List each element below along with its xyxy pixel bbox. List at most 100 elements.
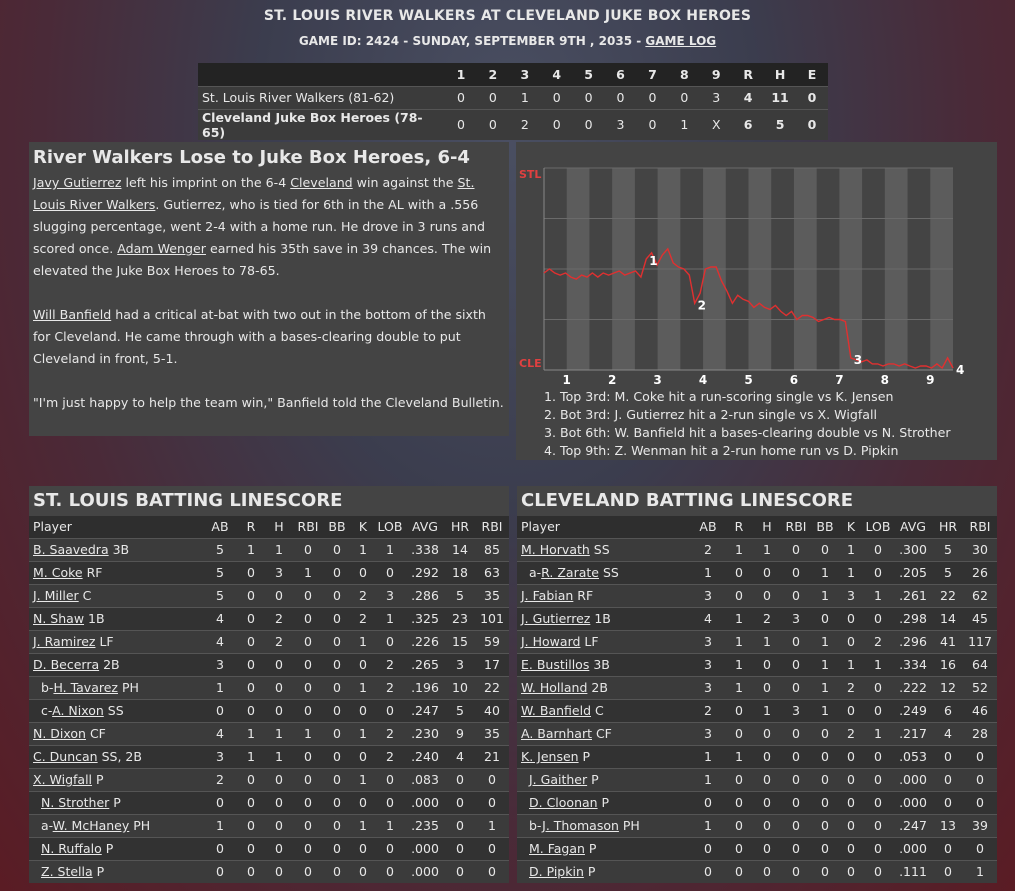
stat-cell: 0 (351, 790, 375, 814)
stat-cell: 3 (445, 652, 475, 676)
stat-cell: 0 (293, 859, 323, 883)
game-log-link[interactable]: GAME LOG (645, 34, 717, 48)
recap-link[interactable]: Adam Wenger (117, 241, 206, 256)
stat-cell: .205 (893, 560, 933, 584)
column-header: HR (445, 516, 475, 539)
stat-cell: 3 (691, 721, 725, 745)
stat-cell: 0 (753, 813, 781, 837)
recap-link[interactable]: Javy Gutierrez (33, 175, 122, 190)
player-name-link[interactable]: X. Wigfall (33, 772, 93, 787)
player-row: c-A. Nixon SS 0 0 0 0 0 0 0.247 5 40 (29, 698, 509, 722)
recap-quote: "I'm just happy to help the team win," B… (33, 395, 504, 410)
stat-cell: 13 (933, 813, 963, 837)
inning-header: 5 (584, 66, 593, 82)
column-header: RBI (475, 516, 509, 539)
stat-cell: 2 (351, 606, 375, 630)
player-row: J. Fabian RF 3 0 0 0 1 3 1.261 22 62 (517, 583, 997, 607)
player-name-link[interactable]: A. Barnhart (521, 726, 592, 741)
player-name-link[interactable]: R. Zarate (541, 565, 599, 580)
column-header: BB (811, 516, 839, 539)
stat-cell: 0 (203, 790, 237, 814)
player-name-link[interactable]: K. Jensen (521, 749, 579, 764)
player-name-link[interactable]: B. Saavedra (33, 542, 109, 557)
stat-cell: 0 (351, 744, 375, 768)
player-name-link[interactable]: M. Horvath (521, 542, 590, 557)
stat-cell: 45 (963, 606, 997, 630)
stat-cell: 1 (375, 813, 405, 837)
player-position: PH (618, 818, 640, 833)
player-row: J. Gaither P 1 0 0 0 0 0 0.000 0 0 (517, 767, 997, 791)
stat-cell: 0 (933, 767, 963, 791)
stat-cell: .247 (405, 698, 445, 722)
player-name-link[interactable]: J. Fabian (521, 588, 574, 603)
player-name-link[interactable]: D. Becerra (33, 657, 100, 672)
player-cell: J. Miller C (29, 583, 203, 607)
player-row: E. Bustillos 3B 3 1 0 0 1 1 1.334 16 64 (517, 652, 997, 676)
stat-cell: 0 (323, 560, 351, 584)
stat-cell: 0 (323, 698, 351, 722)
stat-cell: 0 (725, 859, 753, 883)
recap-link[interactable]: Cleveland (290, 175, 353, 190)
player-name-link[interactable]: Z. Stella (41, 864, 93, 880)
play-marker: 4 (956, 363, 964, 377)
stat-cell: 0 (237, 698, 265, 722)
player-row: J. Ramirez LF 4 0 2 0 0 1 0.226 15 59 (29, 629, 509, 653)
stat-cell: 0 (237, 767, 265, 791)
player-name-link[interactable]: J. Gutierrez (521, 611, 591, 626)
player-name-link[interactable]: J. Miller (33, 588, 79, 603)
column-header: Player (517, 516, 691, 539)
player-name-link[interactable]: J. Ramirez (33, 634, 96, 649)
player-name-link[interactable]: A. Nixon (52, 703, 104, 718)
player-name-link[interactable]: C. Duncan (33, 749, 98, 764)
stat-cell: 0 (203, 859, 237, 883)
player-name-link[interactable]: W. Holland (521, 680, 588, 695)
player-name-link[interactable]: J. Gaither (529, 772, 588, 787)
stat-cell: 0 (839, 744, 863, 768)
player-position: P (101, 841, 114, 856)
player-name-link[interactable]: J. Howard (521, 634, 581, 649)
player-name-link[interactable]: W. Banfield (521, 703, 592, 718)
player-row: J. Miller C 5 0 0 0 0 2 3.286 5 35 (29, 583, 509, 607)
stat-cell: 0 (375, 836, 405, 860)
stat-cell: 1 (265, 744, 293, 768)
recap-link[interactable]: St. Louis River Walkers (33, 175, 475, 212)
stat-cell: 1 (237, 721, 265, 745)
stat-cell: 0 (725, 583, 753, 607)
stat-cell: 0 (237, 836, 265, 860)
stat-cell: 0 (863, 606, 893, 630)
stat-cell: 1 (691, 560, 725, 584)
player-name-link[interactable]: D. Pipkin (529, 864, 584, 880)
player-name-link[interactable]: N. Dixon (33, 726, 86, 741)
player-name-link[interactable]: N. Shaw (33, 611, 85, 626)
player-position: P (92, 864, 105, 880)
player-name-link[interactable]: H. Tavarez (53, 680, 118, 695)
player-name-link[interactable]: E. Bustillos (521, 657, 590, 672)
stat-cell: 0 (811, 744, 839, 768)
stat-cell: 10 (445, 675, 475, 699)
recap-link[interactable]: Will Banfield (33, 307, 112, 322)
player-name-link[interactable]: M. Coke (33, 565, 83, 580)
player-name-link[interactable]: M. Fagan (529, 841, 585, 856)
stat-cell: 3 (265, 560, 293, 584)
recap-text: . Gutierrez, who is tied for 6th in the … (33, 197, 485, 256)
sub-prefix: b- (529, 818, 543, 833)
stat-cell: 41 (933, 629, 963, 653)
inning-header: 6 (616, 66, 625, 82)
stat-cell: 1 (811, 652, 839, 676)
stat-cell: .000 (405, 836, 445, 860)
hits-total: 5 (775, 117, 785, 132)
game-recap: River Walkers Lose to Juke Box Heroes, 6… (29, 142, 509, 436)
stat-cell: 0 (293, 652, 323, 676)
stat-cell: 0 (293, 537, 323, 561)
player-position: 2B (587, 680, 608, 695)
stat-cell: 0 (323, 836, 351, 860)
column-header: AVG (893, 516, 933, 539)
column-header: AB (203, 516, 237, 539)
player-name-link[interactable]: N. Ruffalo (41, 841, 102, 856)
stat-cell: 101 (475, 606, 509, 630)
player-name-link[interactable]: N. Strother (41, 795, 110, 810)
player-name-link[interactable]: D. Cloonan (529, 795, 598, 810)
player-name-link[interactable]: J. Thomason (542, 818, 619, 833)
player-cell: a-W. McHaney PH (29, 813, 203, 837)
player-name-link[interactable]: W. McHaney (52, 818, 130, 833)
